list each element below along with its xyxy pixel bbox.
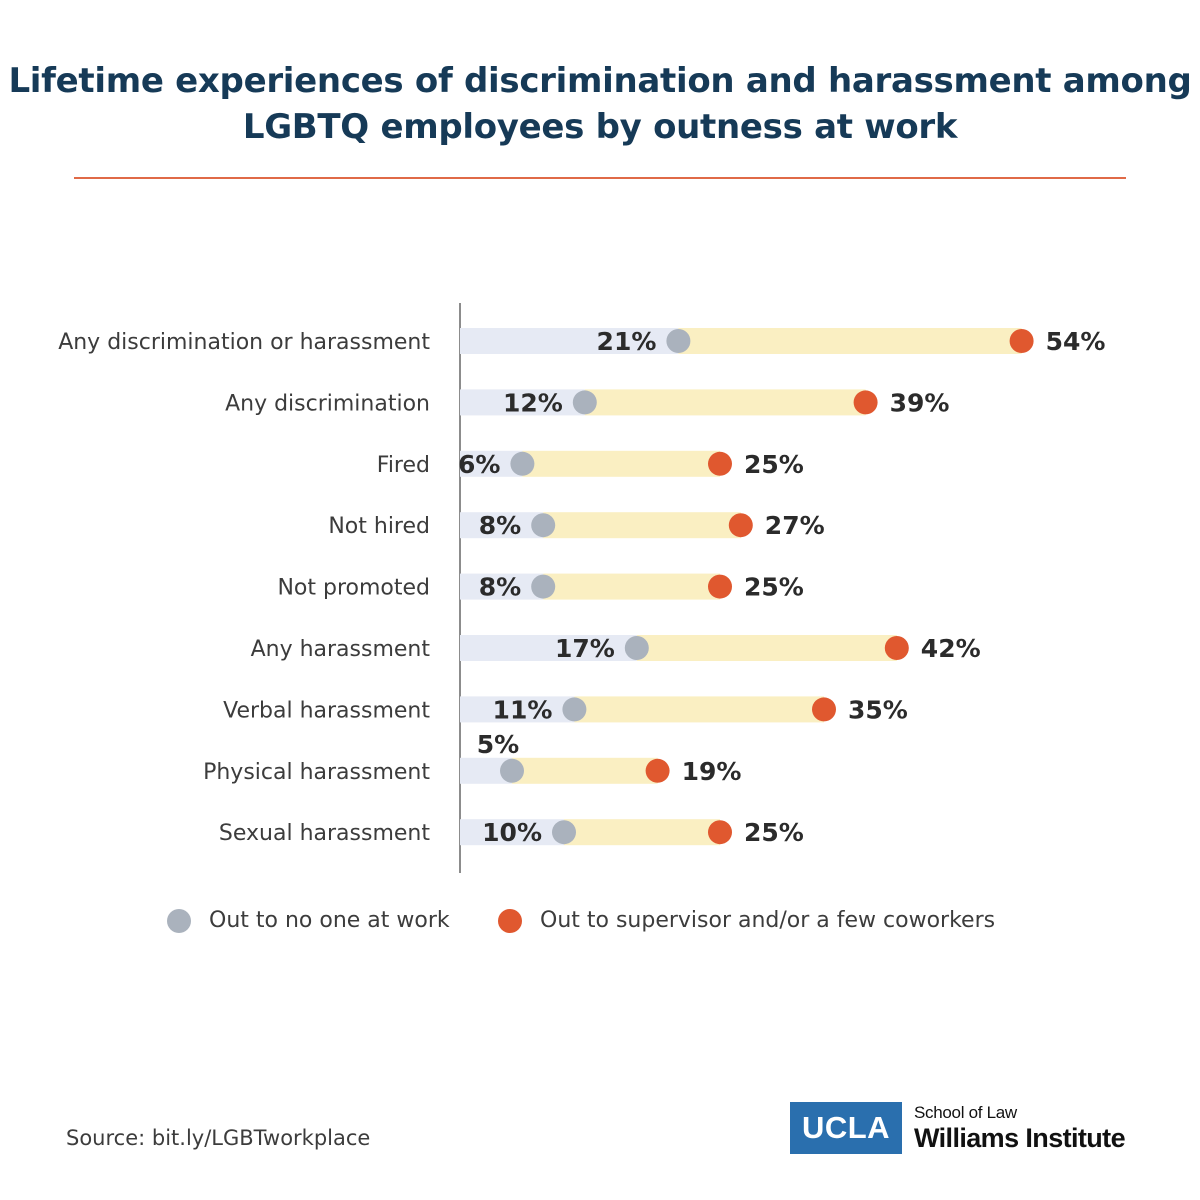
dot-supervisor [853, 390, 878, 415]
category-label: Not hired [328, 514, 430, 539]
category-label: Any discrimination or harassment [58, 330, 430, 355]
value-label-no-one: 10% [482, 818, 542, 847]
value-label-no-one: 17% [555, 634, 615, 663]
value-label-supervisor: 54% [1046, 327, 1106, 356]
ucla-williams-logo: UCLA School of Law Williams Institute [790, 1102, 1126, 1154]
category-label: Verbal harassment [223, 698, 430, 723]
legend-item-supervisor: Out to supervisor and/or a few coworkers [498, 908, 995, 933]
dot-no-one [500, 758, 524, 783]
dot-supervisor [812, 697, 836, 722]
value-label-no-one: 5% [477, 730, 519, 759]
bar-gap [543, 512, 741, 539]
dot-no-one [552, 820, 576, 845]
value-label-supervisor: 19% [682, 757, 742, 786]
bar-no-one [460, 389, 585, 416]
bar-no-one [460, 573, 544, 600]
dot-supervisor [1009, 329, 1034, 353]
value-label-supervisor: 39% [890, 388, 950, 417]
value-label-no-one: 8% [479, 511, 521, 540]
legend: Out to no one at work Out to supervisor … [0, 908, 1200, 940]
dot-no-one [572, 390, 597, 415]
dot-no-one [510, 451, 535, 476]
dot-no-one [531, 574, 556, 599]
dot-supervisor [708, 451, 732, 476]
chart-title-line-1: Lifetime experiences of discrimination a… [8, 61, 1192, 101]
bar-gap [564, 819, 720, 846]
ucla-logo-mark: UCLA [790, 1102, 902, 1154]
bar-no-one [460, 512, 544, 539]
bar-no-one [460, 819, 564, 846]
bar-no-one [460, 696, 575, 723]
category-label: Not promoted [277, 576, 430, 601]
value-label-supervisor: 25% [744, 573, 804, 602]
chart-title-line-2: LGBTQ employees by outness at work [242, 107, 958, 147]
dot-supervisor [728, 513, 753, 538]
value-label-supervisor: 25% [744, 818, 804, 847]
title-divider [74, 177, 1126, 179]
legend-label-no-one: Out to no one at work [209, 908, 450, 933]
category-label: Physical harassment [203, 760, 430, 785]
dot-no-one [562, 697, 587, 722]
value-label-no-one: 11% [493, 695, 553, 724]
legend-swatch-orange [498, 908, 522, 933]
legend-label-supervisor: Out to supervisor and/or a few coworkers [540, 908, 996, 933]
value-label-no-one: 12% [503, 388, 563, 417]
bar-gap [584, 389, 866, 416]
logo-williams-institute: Williams Institute [914, 1123, 1126, 1153]
bar-no-one [460, 328, 679, 354]
category-label: Fired [377, 453, 430, 478]
dot-supervisor [708, 820, 732, 845]
value-label-supervisor: 25% [744, 450, 804, 479]
value-label-supervisor: 35% [848, 695, 908, 724]
bar-gap [512, 757, 658, 784]
dot-no-one [666, 329, 691, 353]
logo-school-of-law: School of Law [914, 1103, 1017, 1122]
bar-gap [522, 450, 720, 477]
bar-gap [636, 635, 897, 661]
category-label: Sexual harassment [219, 821, 430, 846]
category-label: Any discrimination [225, 391, 430, 416]
dot-no-one [624, 636, 649, 660]
value-label-supervisor: 42% [921, 634, 981, 663]
chart-title: Lifetime experiences of discrimination a… [0, 58, 1200, 150]
dot-supervisor [708, 574, 732, 599]
bar-gap [574, 696, 824, 723]
value-label-no-one: 6% [458, 450, 500, 479]
legend-swatch-gray [167, 908, 191, 933]
value-label-no-one: 8% [479, 573, 521, 602]
dot-no-one [531, 513, 556, 538]
category-label: Any harassment [251, 637, 431, 662]
dot-supervisor [884, 636, 909, 660]
legend-item-no-one: Out to no one at work [167, 908, 450, 933]
dumbbell-chart: Any discrimination or harassment 21% 54% An… [58, 303, 1106, 873]
value-label-no-one: 21% [597, 327, 657, 356]
value-label-supervisor: 27% [765, 511, 825, 540]
bar-gap [543, 573, 720, 600]
bar-no-one [460, 635, 637, 661]
bar-gap [678, 328, 1022, 354]
dot-supervisor [645, 758, 670, 783]
source-note: Source: bit.ly/LGBTworkplace [66, 1126, 371, 1150]
